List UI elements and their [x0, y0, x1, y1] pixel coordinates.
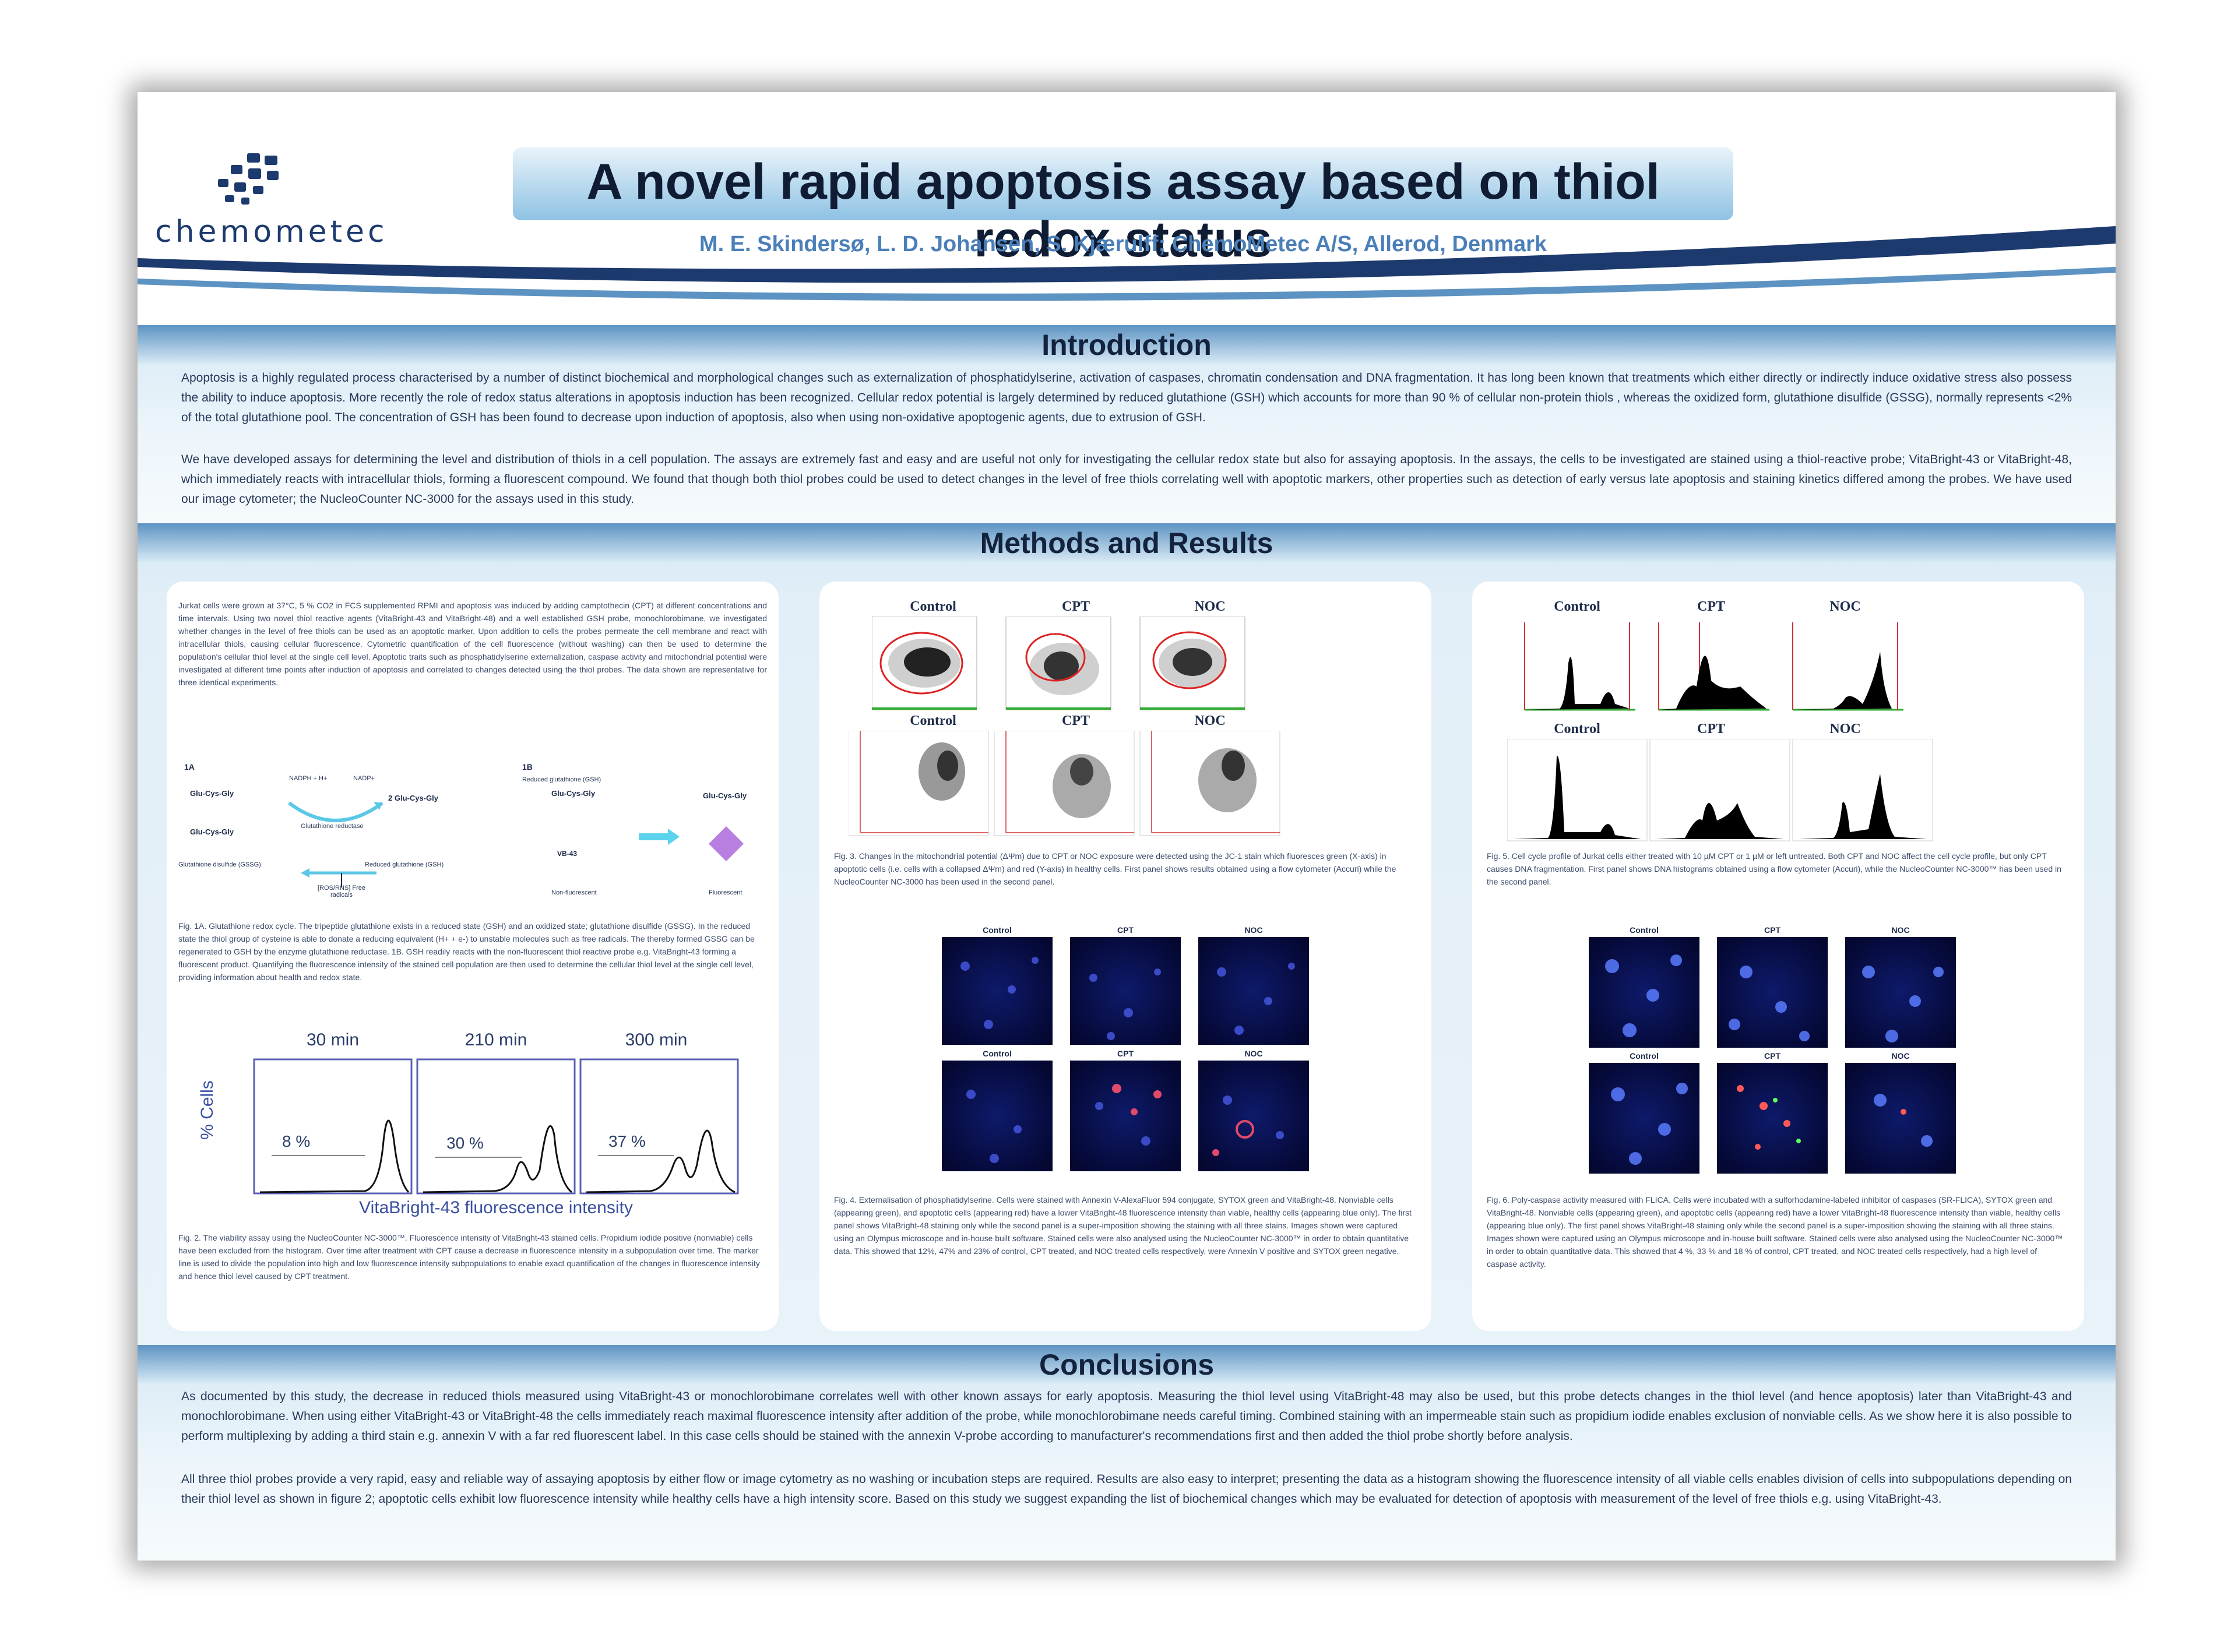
hist-2-pct: 30 %: [446, 1134, 484, 1152]
fig5-row1-plots: [1524, 622, 1903, 711]
fig6-row2-cpt: CPT: [1764, 1051, 1780, 1061]
vb43-label: VB-43: [557, 850, 578, 858]
fig6-overlay-noc: [1845, 1063, 1956, 1174]
poster-title: A novel rapid apoptosis assay based on t…: [586, 154, 1660, 267]
reduced-gsh-1b-label: Reduced glutathione (GSH): [522, 776, 601, 783]
fig1a-label: 1A: [184, 762, 195, 772]
hist-1-pct: 8 %: [282, 1132, 311, 1150]
fig6-row1-control: Control: [1630, 925, 1659, 935]
fig4-row1-noc: NOC: [1244, 925, 1263, 935]
reductase-label: Glutathione reductase: [301, 823, 364, 830]
fig6-row2-control: Control: [1630, 1051, 1659, 1061]
gssg-label: Glutathione disulfide (GSSG): [178, 861, 261, 868]
fig3-row2-control: Control: [910, 713, 956, 728]
redox-cycle-arrows: [288, 801, 383, 887]
gssg-molecule-bottom: Glu-Cys-Gly: [190, 827, 234, 836]
fig5-histograms: Control CPT NOC Control: [1495, 599, 2055, 844]
fig4-image-noc: [1198, 937, 1309, 1045]
fig6-images: Control CPT NOC Control CPT NOC: [1589, 925, 1997, 1182]
fig6-overlay-cpt: [1717, 1063, 1828, 1174]
fig6-image-control: [1589, 937, 1699, 1048]
left-panel: [167, 582, 779, 1331]
introduction-heading: Introduction: [1041, 329, 1212, 361]
fig3-row1-control: Control: [910, 599, 956, 614]
fig4-image-control: [942, 937, 1053, 1045]
fig1-caption: Fig. 1A. Glutathione redox cycle. The tr…: [178, 921, 755, 982]
fig4-overlay-cpt: [1070, 1061, 1181, 1171]
fig4-row2-noc: NOC: [1244, 1049, 1263, 1058]
conclusions-band: [138, 1345, 2116, 1383]
fig3-row2-noc: NOC: [1194, 713, 1226, 728]
fig5-row2-cpt: CPT: [1697, 721, 1725, 737]
fig5-row2-control: Control: [1554, 721, 1600, 737]
fig5-row2-plots: [1507, 739, 1933, 841]
gsh-label: Reduced glutathione (GSH): [365, 861, 444, 868]
fig4-overlay-control: [942, 1061, 1053, 1171]
product-1b-molecule: Glu-Cys-Gly: [703, 791, 747, 800]
fig2-caption: Fig. 2. The viability assay using the Nu…: [178, 1233, 760, 1281]
ros-label: [ROS/RNS] Free radicals: [318, 885, 365, 899]
fig4-row2-control: Control: [983, 1049, 1012, 1058]
methods-heading: Methods and Results: [980, 527, 1273, 559]
fig6-overlay-control: [1589, 1063, 1699, 1174]
fig5-row1-noc: NOC: [1829, 599, 1861, 614]
nadph-label: NADPH + H+: [289, 775, 328, 782]
nonfluorescent-label: Non-fluorescent: [551, 889, 597, 896]
gssg-molecule-top: Glu-Cys-Gly: [190, 789, 234, 798]
fig5-row1-cpt: CPT: [1697, 599, 1725, 614]
hist-3-title: 300 min: [625, 1030, 688, 1049]
two-gsh-molecule: 2 Glu-Cys-Gly: [388, 794, 438, 802]
logo-text: chemometec: [155, 214, 388, 249]
gsh-1b-molecule: Glu-Cys-Gly: [551, 789, 596, 798]
introduction-paragraph-2: We have developed assays for determining…: [181, 453, 2072, 506]
hist-2-title: 210 min: [465, 1030, 527, 1049]
conclusions-paragraph-2: All three thiol probes provide a very ra…: [181, 1473, 2072, 1506]
conclusions-paragraph-1: As documented by this study, the decreas…: [181, 1390, 2072, 1443]
hist-3-pct: 37 %: [608, 1132, 646, 1150]
fig6-cell-dots: [1605, 954, 1944, 1165]
title-box: [513, 147, 1733, 220]
fig2-histograms: % Cells 30 min 210 min 300 min 8 % 30 % …: [190, 1030, 773, 1217]
conclusions-heading: Conclusions: [1039, 1348, 1215, 1381]
fig5-caption: Fig. 5. Cell cycle profile of Jurkat cel…: [1487, 851, 2061, 886]
fig4-row1-control: Control: [983, 925, 1012, 935]
fluorescent-label: Fluorescent: [709, 889, 743, 896]
hist-plots: [253, 1058, 739, 1195]
fig3-row2-cpt: CPT: [1062, 713, 1090, 728]
fig3-row1-scatter: [872, 617, 1245, 710]
fig6-image-noc: [1845, 937, 1956, 1048]
left-panel-text: Jurkat cells were grown at 37°C, 5 % CO2…: [178, 601, 767, 687]
header-swoosh: [138, 226, 2116, 301]
fig3-row1-cpt: CPT: [1062, 599, 1090, 614]
nadp-label: NADP+: [353, 775, 375, 782]
fig6-row2-noc: NOC: [1891, 1051, 1910, 1061]
fig4-row2-cpt: CPT: [1117, 1049, 1134, 1058]
fig4-caption: Fig. 4. Externalisation of phosphatidyls…: [834, 1195, 1412, 1256]
poster: chemometec A novel rapid apoptosis assay…: [138, 92, 2116, 1561]
hist-1-title: 30 min: [306, 1030, 360, 1049]
introduction-band: [138, 325, 2116, 364]
fig4-image-cpt: [1070, 937, 1181, 1045]
hist-xlabel: VitaBright-43 fluorescence intensity: [359, 1198, 633, 1217]
fig6-row1-noc: NOC: [1891, 925, 1910, 935]
vb43-reaction-arrow: [639, 826, 744, 861]
fig1-diagram: 1A 1B Glu-Cys-Gly Glu-Cys-Gly 2 Glu-Cys-…: [178, 762, 767, 902]
fig4-row1-cpt: CPT: [1117, 925, 1134, 935]
fig5-row2-noc: NOC: [1829, 721, 1861, 737]
fig4-cell-dots: [960, 957, 1295, 1163]
fig3-plots: Control CPT NOC: [849, 599, 1396, 844]
fig6-row1-cpt: CPT: [1764, 925, 1780, 935]
fig5-row1-control: Control: [1554, 599, 1600, 614]
chemometec-logo-icon: [218, 153, 279, 205]
hist-ylabel: % Cells: [198, 1080, 217, 1140]
fig4-images: Control CPT NOC Control CPT NOC: [942, 925, 1350, 1182]
fig3-caption: Fig. 3. Changes in the mitochondrial pot…: [834, 851, 1396, 886]
methods-band: [138, 523, 2116, 562]
fig6-caption: Fig. 6. Poly-caspase activity measured w…: [1487, 1195, 2063, 1269]
fig3-row2-scatter: [849, 731, 1280, 836]
introduction-paragraph-1: Apoptosis is a highly regulated process …: [181, 371, 2072, 424]
fig1b-label: 1B: [522, 762, 533, 772]
authors: M. E. Skindersø, L. D. Johansen, S. Kjær…: [699, 232, 1547, 256]
fig3-row1-noc: NOC: [1194, 599, 1226, 614]
